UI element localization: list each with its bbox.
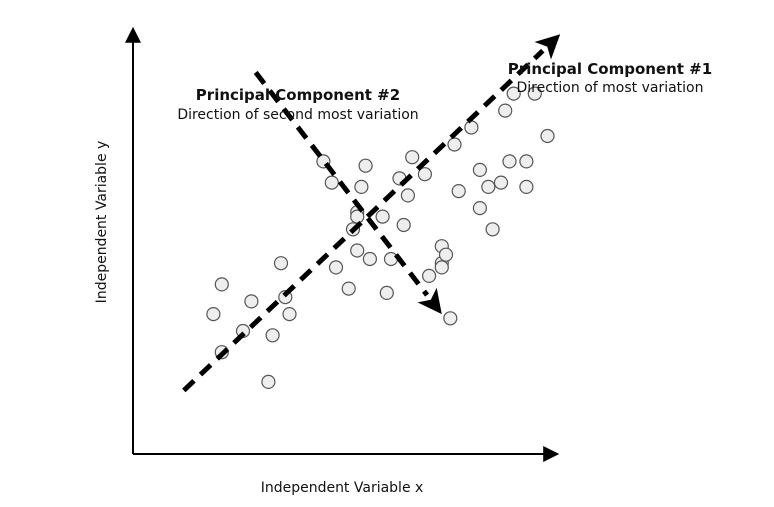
pc2-arrowhead xyxy=(417,287,442,315)
data-point xyxy=(379,285,394,300)
data-point xyxy=(434,260,449,275)
y-axis-label: Independent Variable y xyxy=(94,141,110,304)
data-point xyxy=(447,137,462,152)
data-point xyxy=(493,175,509,190)
pc2-subtitle: Direction of second most variation xyxy=(177,107,418,123)
data-point xyxy=(464,120,479,135)
data-point xyxy=(405,150,420,165)
pc2-line xyxy=(253,70,430,297)
pc1-arrowhead xyxy=(534,34,561,60)
data-point xyxy=(261,374,276,389)
data-point xyxy=(324,175,339,190)
data-point xyxy=(265,328,280,343)
data-point xyxy=(214,277,229,292)
data-point xyxy=(451,184,466,199)
data-point xyxy=(341,281,356,296)
data-point xyxy=(417,167,432,182)
data-point xyxy=(481,179,496,194)
data-point xyxy=(502,154,517,169)
pc2-title: Principal Component #2 xyxy=(196,86,400,104)
data-point xyxy=(519,154,534,169)
data-point xyxy=(485,222,500,237)
data-point xyxy=(354,179,369,194)
data-point xyxy=(273,256,289,271)
data-point xyxy=(472,201,487,216)
data-point xyxy=(362,251,377,267)
data-point xyxy=(527,86,542,101)
data-point xyxy=(350,243,365,258)
data-point xyxy=(358,158,373,173)
data-point xyxy=(472,162,487,177)
data-point xyxy=(400,188,415,203)
data-point xyxy=(498,103,513,118)
pc1-title: Principal Component #1 xyxy=(508,60,712,78)
data-point xyxy=(350,209,365,224)
data-point xyxy=(506,86,521,101)
data-point xyxy=(282,307,297,322)
pc1-line xyxy=(182,48,545,393)
data-point xyxy=(540,128,555,144)
data-point xyxy=(375,209,390,224)
data-point xyxy=(383,251,399,267)
data-point xyxy=(244,294,259,309)
principal-component-lines xyxy=(182,34,561,393)
data-point xyxy=(519,179,534,194)
data-point xyxy=(396,217,411,233)
data-points xyxy=(206,86,555,389)
data-point xyxy=(328,260,344,275)
data-point xyxy=(206,307,221,322)
data-point xyxy=(422,268,437,283)
data-point xyxy=(443,311,458,326)
data-point xyxy=(438,247,454,262)
x-axis-label: Independent Variable x xyxy=(261,480,424,496)
pc1-subtitle: Direction of most variation xyxy=(517,80,704,96)
